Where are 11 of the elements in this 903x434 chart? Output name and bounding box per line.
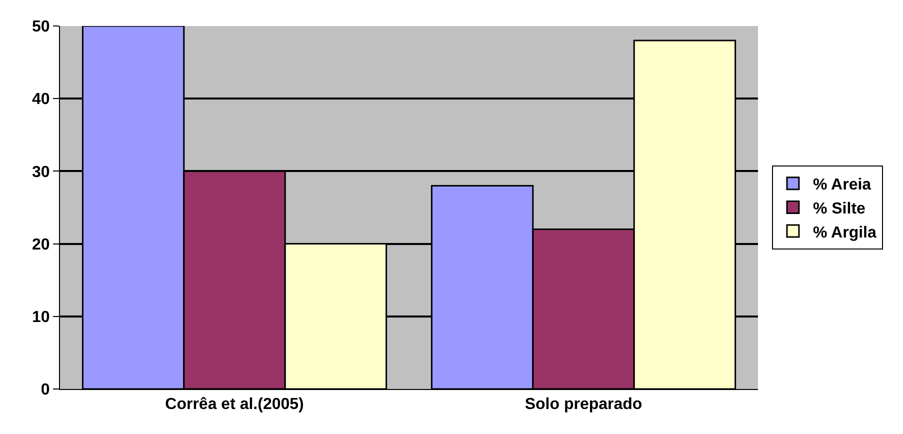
x-tick-label: Corrêa et al.(2005) bbox=[165, 396, 304, 414]
y-tick-label: 0 bbox=[40, 382, 50, 399]
legend-label: % Silte bbox=[812, 200, 866, 218]
legend-label: % Argila bbox=[812, 224, 876, 242]
y-tick-label: 40 bbox=[32, 91, 50, 108]
y-tick-label: 10 bbox=[32, 309, 50, 326]
legend-label: % Areia bbox=[812, 176, 872, 194]
y-tick-label: 20 bbox=[32, 236, 50, 254]
y-tick-label: 30 bbox=[32, 164, 50, 181]
y-tick-label: 50 bbox=[32, 18, 50, 36]
x-tick-label: Solo preparado bbox=[524, 396, 642, 414]
